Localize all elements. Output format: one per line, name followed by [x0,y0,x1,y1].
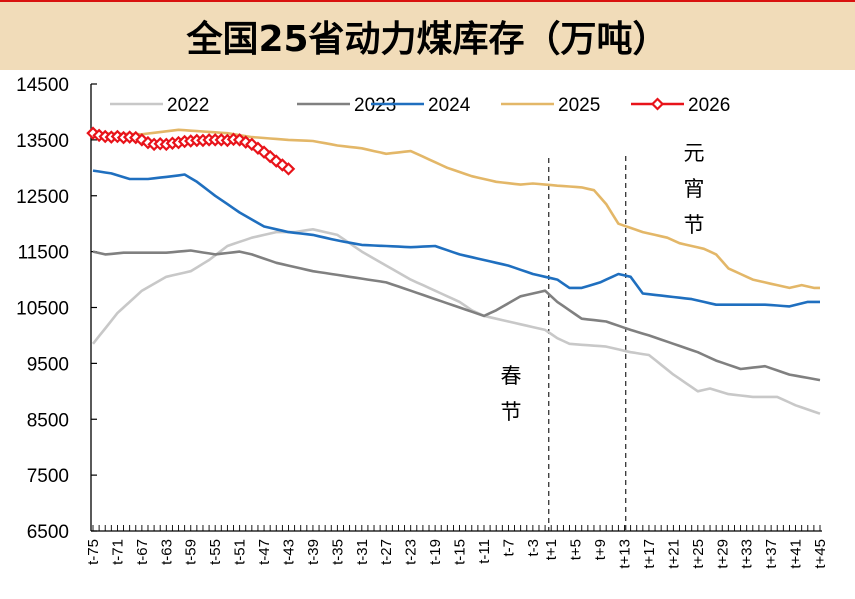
x-tick-label: t-55 [207,539,224,565]
annotation-label-char: 元 [684,141,705,165]
x-tick-label: t-51 [232,539,249,565]
legend-label-2025: 2025 [558,95,600,116]
x-tick-label: t-71 [109,539,126,565]
x-tick-label: t-67 [134,539,151,565]
x-tick-label: t-11 [476,539,493,564]
x-tick-label: t+9 [592,539,609,560]
y-tick-label: 6500 [27,522,69,543]
x-tick-label: t-35 [329,539,346,565]
y-tick-label: 14500 [16,75,69,96]
data-point-2026 [245,137,259,152]
annotation-label-char: 春 [501,364,522,388]
x-tick-label: t+33 [739,539,756,569]
annotation-label-char: 节 [501,400,522,424]
legend-label-2026: 2026 [688,95,730,116]
x-tick-label: t+45 [812,539,829,569]
x-tick-label: t+17 [641,539,658,569]
legend-label-2023: 2023 [354,95,396,116]
x-tick-label: t-7 [500,539,517,557]
chart-title: 全国25省动力煤库存（万吨） [186,19,669,60]
x-tick-label: t-19 [427,539,444,565]
x-tick-label: t+37 [763,539,780,569]
annotation-label-char: 宵 [684,177,705,201]
title-bar: 全国25省动力煤库存（万吨） [0,2,855,70]
legend-marker-2026 [650,97,665,111]
annotation-label-char: 节 [684,213,705,237]
series-group [86,126,821,415]
x-tick-label: t+25 [690,539,707,569]
series-line-2025 [92,128,820,290]
y-tick-label: 8500 [27,410,69,431]
y-tick-label: 10500 [16,299,69,320]
y-tick-label: 7500 [27,466,69,487]
x-tick-label: t-3 [525,539,542,557]
legend: 2022 2023 2024 2025 2026 [110,95,730,116]
x-tick-label: t-23 [403,539,420,565]
x-tick-label: t-39 [305,539,322,565]
y-tick-label: 12500 [16,187,69,208]
axes: 14500 13500 12500 11500 10500 9500 8500 7500 650… [16,75,829,569]
y-tick-label: 13500 [16,131,69,152]
series-line-2024 [92,169,820,308]
x-tick-label: t-27 [378,539,395,565]
x-tick-label: t+5 [568,539,585,560]
legend-label-2022: 2022 [167,95,209,116]
legend-label-2024: 2024 [428,95,471,116]
x-tick-label: t+13 [617,539,634,569]
x-tick-label: t-31 [354,539,371,565]
x-tick-label: t-75 [85,539,102,565]
x-tick-label: t-47 [256,539,273,565]
y-tick-label: 9500 [27,354,69,375]
series-line-2023 [92,249,821,382]
x-tick-label: t+29 [714,539,731,569]
top-rule [0,0,855,2]
series-line-2022 [91,228,821,415]
x-tick-label: t-43 [280,539,297,565]
x-tick-label: t-63 [158,539,175,565]
x-tick-label: t+1 [543,539,560,560]
x-tick-label: t-59 [183,539,200,565]
x-tick-label: t+41 [788,539,805,569]
x-tick-label: t+21 [665,539,682,569]
data-point-2026 [281,162,296,176]
x-tick-label: t-15 [452,539,469,565]
y-tick-label: 11500 [18,243,69,264]
